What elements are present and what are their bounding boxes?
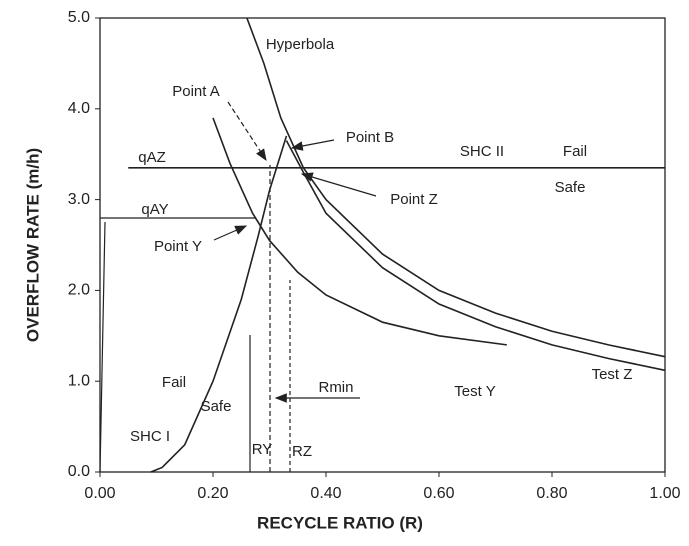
series-line [285,140,666,372]
x-tick-label: 0.60 [423,485,454,502]
annotation: Rmin [318,379,353,396]
y-tick-label: 4.0 [68,100,90,117]
plot-frame [99,17,666,473]
curve-label: SHC I [130,428,170,445]
annotation: Safe [201,398,232,415]
y-tick-label: 1.0 [68,372,90,389]
series-line [212,117,507,346]
annotation: Fail [162,374,186,391]
series-line [246,17,666,358]
annotation: RZ [292,443,312,460]
x-tick-label: 0.80 [536,485,567,502]
curve-label: Test Y [454,383,495,400]
annotation: Fail [563,143,587,160]
annotation: Point B [346,129,394,146]
annotation: qAY [141,201,168,218]
curve-label: Test Z [592,366,633,383]
annotation: Safe [555,179,586,196]
annotation: qAZ [138,149,166,166]
annotation: RY [252,441,273,458]
x-tick-label: 0.40 [310,485,341,502]
y-tick-label: 0.0 [68,463,90,480]
annotation: Point A [172,83,220,100]
x-tick-label: 0.00 [84,485,115,502]
annotation: Point Z [390,191,438,208]
y-tick-label: 3.0 [68,191,90,208]
series-line [150,135,288,473]
y-tick-label: 5.0 [68,9,90,26]
x-axis-label: RECYCLE RATIO (R) [257,513,423,532]
y-axis-label: OVERFLOW RATE (m/h) [23,148,42,342]
annotation: Point Y [154,238,202,255]
curve-label: Hyperbola [266,36,335,53]
x-tick-label: 1.00 [649,485,680,502]
arrows [99,101,377,473]
curve-label: SHC II [460,143,504,160]
x-tick-label: 0.20 [197,485,228,502]
y-tick-label: 2.0 [68,282,90,299]
